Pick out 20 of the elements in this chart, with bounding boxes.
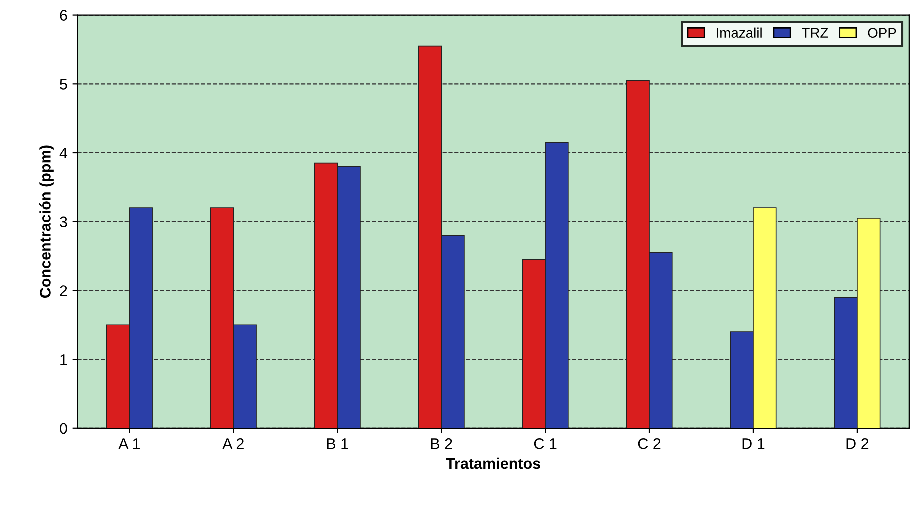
legend-label: TRZ bbox=[802, 28, 828, 38]
y-tick-label: 4 bbox=[60, 148, 68, 159]
y-axis-title: Concentración (ppm) bbox=[40, 146, 54, 298]
x-axis-title: Tratamientos bbox=[446, 458, 540, 470]
y-tick-label: 6 bbox=[60, 10, 68, 21]
y-tick-label: 1 bbox=[60, 354, 68, 366]
y-tick-label: 2 bbox=[60, 286, 68, 296]
y-tick-label: 3 bbox=[60, 216, 68, 228]
x-tick-label: A 2 bbox=[222, 438, 244, 450]
x-tick-label: D 1 bbox=[742, 438, 765, 450]
x-tick-label: D 2 bbox=[846, 438, 869, 450]
legend-label: Imazalil bbox=[717, 28, 762, 38]
y-tick-label: 5 bbox=[60, 79, 68, 90]
x-tick-label: C 2 bbox=[638, 438, 661, 450]
x-tick-label: C 1 bbox=[534, 438, 557, 450]
x-tick-label: B 2 bbox=[431, 438, 452, 450]
legend-label: OPP bbox=[868, 28, 896, 38]
y-tick-label: 0 bbox=[60, 423, 68, 434]
x-tick-label: A 1 bbox=[118, 438, 140, 450]
x-tick-label: B 1 bbox=[327, 438, 348, 450]
